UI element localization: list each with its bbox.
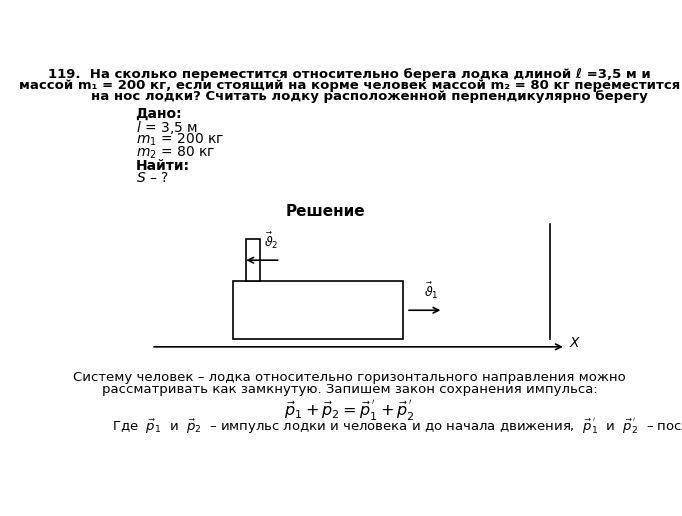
Bar [246,239,261,281]
Text: на нос лодки? Считать лодку расположенной перпендикулярно берегу: на нос лодки? Считать лодку расположенно… [91,90,648,103]
Text: $\vec{\vartheta}_1$: $\vec{\vartheta}_1$ [424,281,439,301]
Text: X: X [569,336,579,350]
Text: $S$ – ?: $S$ – ? [136,171,168,185]
Text: $\vec{p}_1 + \vec{p}_2 = \vec{p}_1^{\,'} + \vec{p}_2^{\,'}$: $\vec{p}_1 + \vec{p}_2 = \vec{p}_1^{\,'}… [284,398,415,423]
Text: массой m₁ = 200 кг, если стоящий на корме человек массой m₂ = 80 кг переместится: массой m₁ = 200 кг, если стоящий на корм… [19,79,680,92]
Text: Дано:: Дано: [136,107,182,121]
Text: $m_1$ = 200 кг: $m_1$ = 200 кг [136,132,224,149]
Text: Найти:: Найти: [136,159,190,173]
Text: Где  $\vec{p}_1$  и  $\vec{p}_2$  – импульс лодки и человека и до начала движени: Где $\vec{p}_1$ и $\vec{p}_2$ – импульс … [113,416,682,436]
Text: Решение: Решение [286,204,366,219]
Text: $m_2$ = 80 кг: $m_2$ = 80 кг [136,145,216,162]
Text: Систему человек – лодка относительно горизонтального направления можно: Систему человек – лодка относительно гор… [73,372,626,384]
Bar [233,281,403,339]
Text: $\vec{\vartheta}_2$: $\vec{\vartheta}_2$ [264,231,278,251]
Text: рассматривать как замкнутую. Запишем закон сохранения импульса:: рассматривать как замкнутую. Запишем зак… [102,383,597,396]
Text: $l$ = 3,5 м: $l$ = 3,5 м [136,119,198,136]
Text: 119.  На сколько переместится относительно берега лодка длиной ℓ =3,5 м и: 119. На сколько переместится относительн… [48,68,651,81]
